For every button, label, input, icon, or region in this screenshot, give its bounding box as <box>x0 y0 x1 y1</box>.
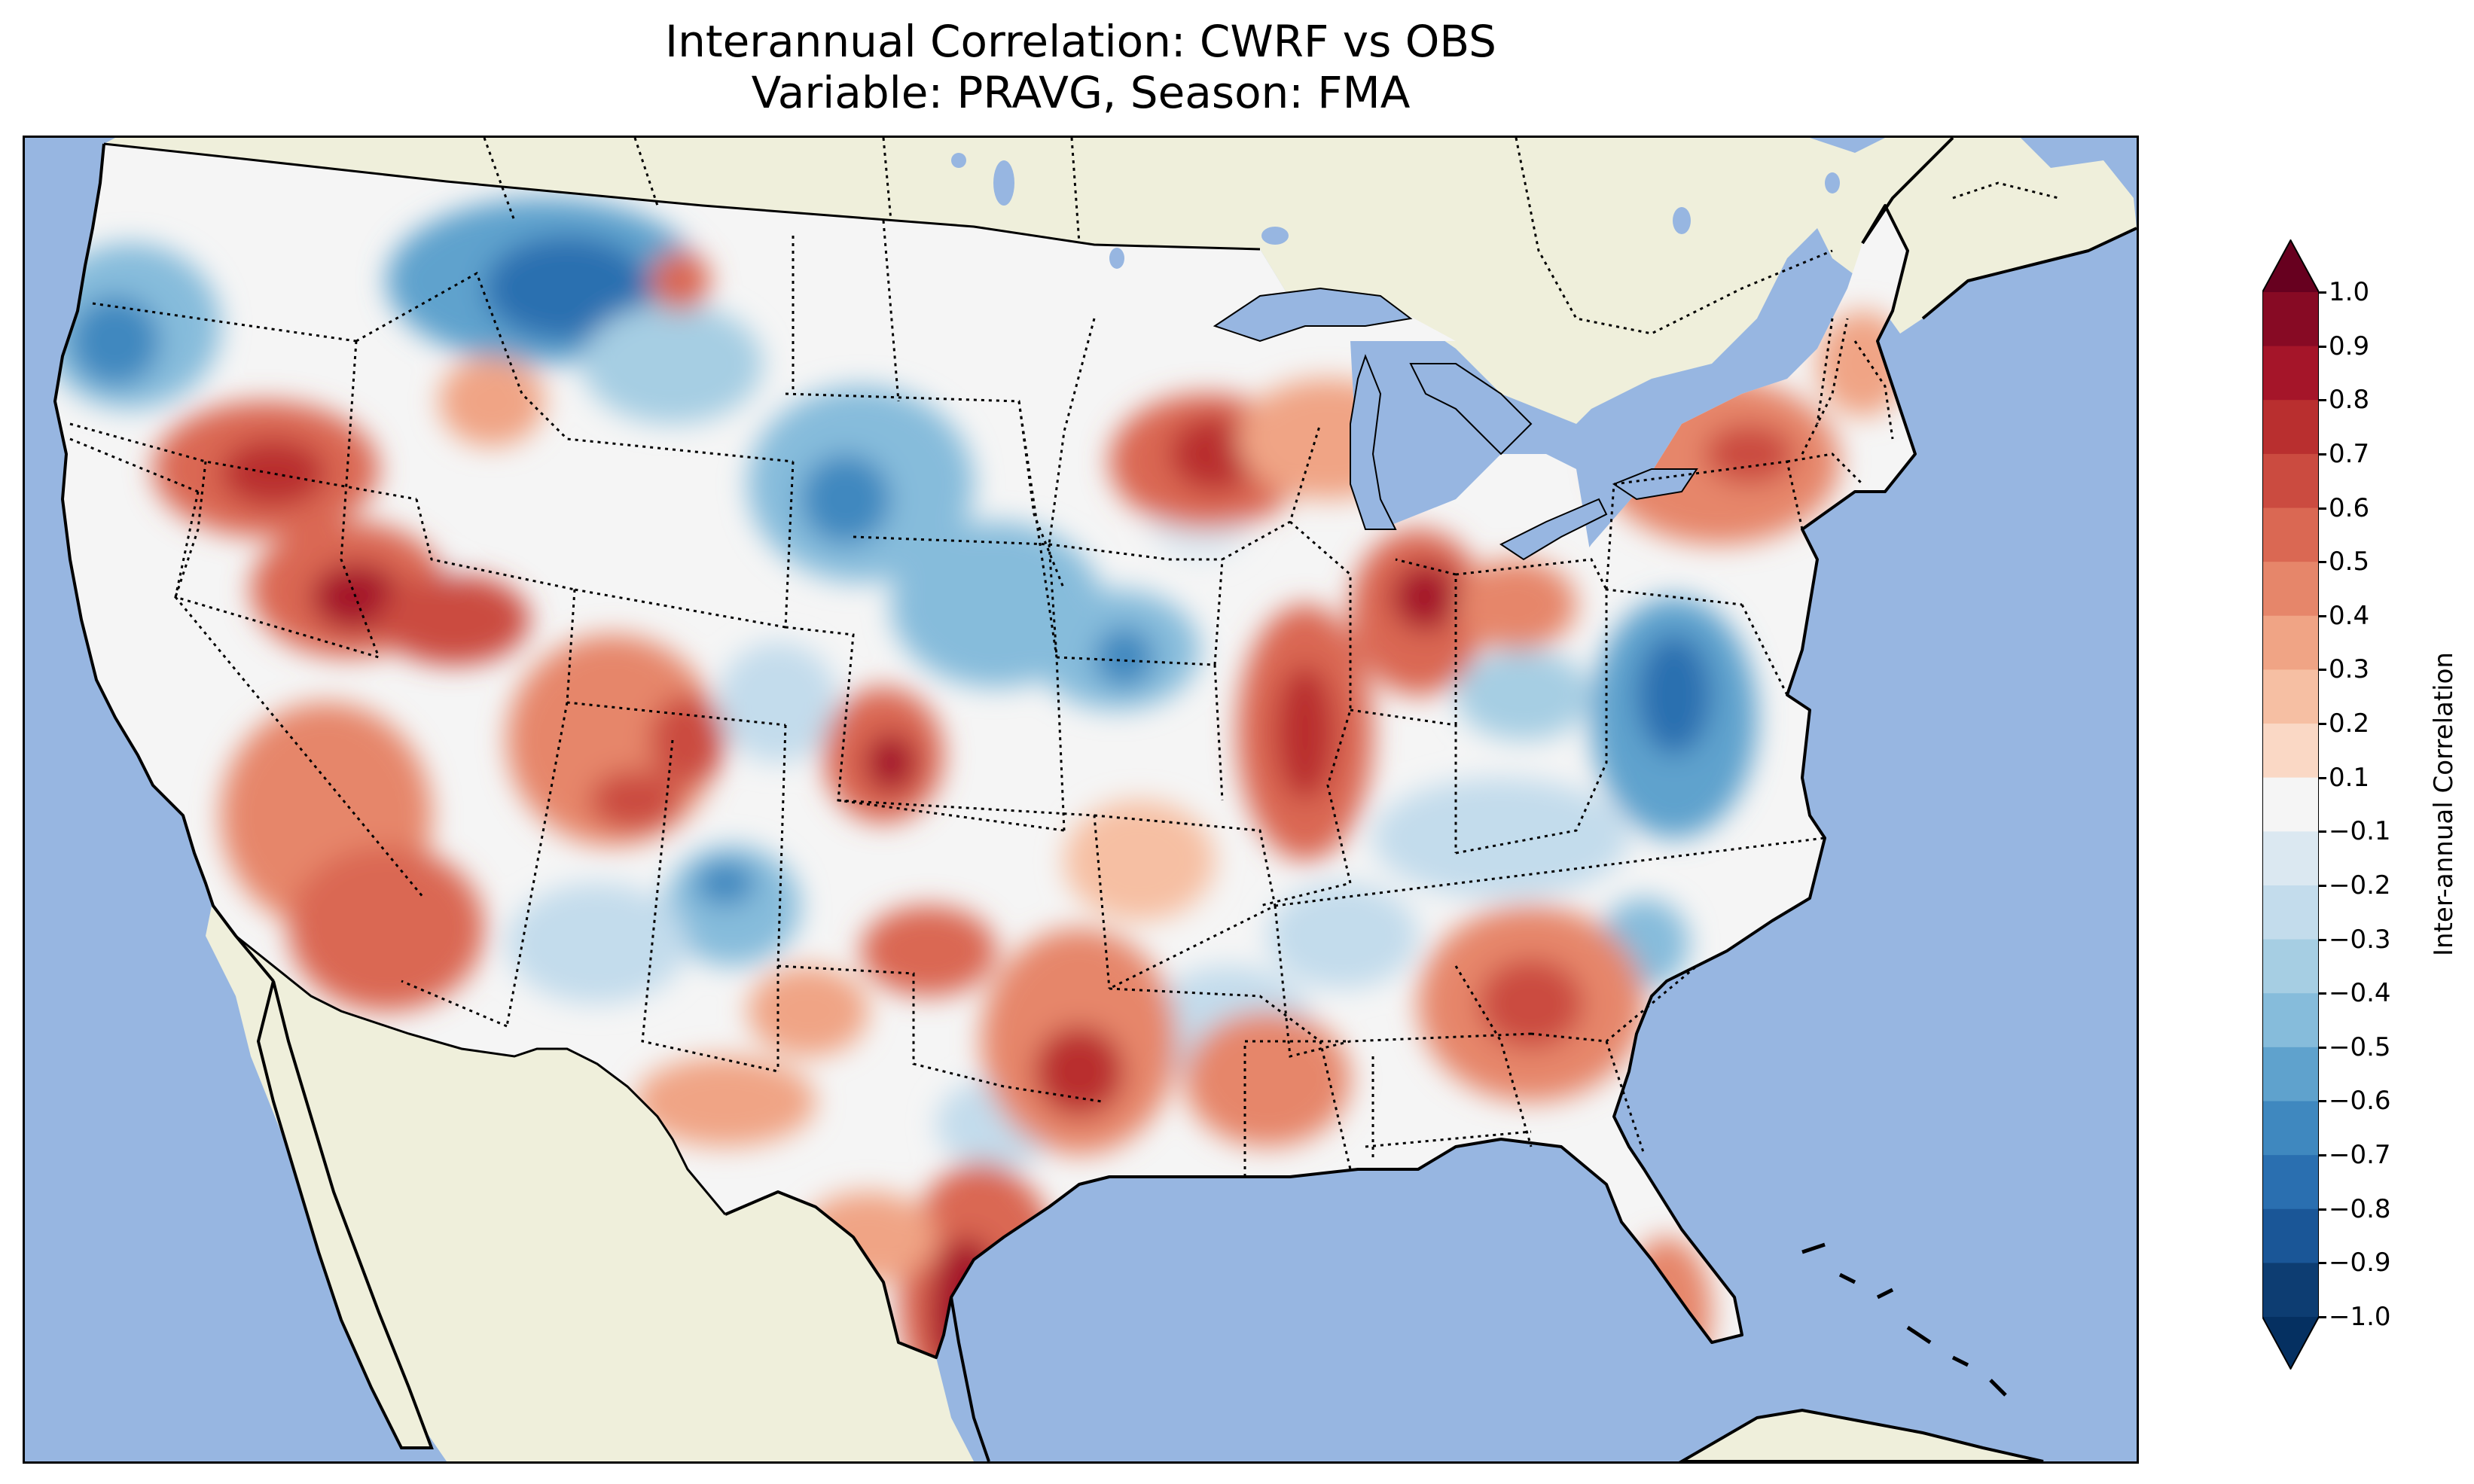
mexico-land <box>206 898 974 1461</box>
colorbar-tick-label: −0.1 <box>2329 816 2391 847</box>
colorbar-extend-min <box>2262 1317 2319 1370</box>
colorbar-tick-mark <box>2319 992 2326 995</box>
colorbar-tick-label: 0.6 <box>2329 492 2370 523</box>
colorbar-tick-label: −0.7 <box>2329 1140 2391 1171</box>
colorbar-tick-label: −0.8 <box>2329 1193 2391 1224</box>
colorbar-tick-mark <box>2319 614 2326 617</box>
colorbar-tick-mark <box>2319 291 2326 294</box>
bahamas-islands <box>1801 1242 2007 1397</box>
colorbar-segment <box>2262 346 2319 401</box>
colorbar-segment <box>2262 1101 2319 1156</box>
colorbar-extend-max <box>2262 239 2319 292</box>
colorbar-segment <box>2262 885 2319 940</box>
colorbar-tick-mark <box>2319 1208 2326 1211</box>
colorbar-segment <box>2262 562 2319 617</box>
canada-land <box>104 138 2137 424</box>
colorbar-tick-label: 0.5 <box>2329 547 2370 577</box>
colorbar-tick-label: 0.7 <box>2329 438 2370 469</box>
colorbar-tick-mark <box>2319 561 2326 564</box>
colorbar-tick-mark <box>2319 1046 2326 1049</box>
colorbar-tick-mark <box>2319 938 2326 941</box>
colorbar-tick-label: −0.2 <box>2329 870 2391 900</box>
colorbar-tick-mark <box>2319 1262 2326 1265</box>
colorbar-segment <box>2262 939 2319 995</box>
colorbar-segment <box>2262 993 2319 1048</box>
lake-michigan <box>1350 354 1397 530</box>
great-lakes <box>1213 287 1698 561</box>
colorbar-tick-label: 0.1 <box>2329 762 2370 793</box>
colorbar-label: Inter-annual Correlation <box>2429 652 2459 956</box>
colorbar-tick-label: 0.2 <box>2329 708 2370 739</box>
colorbar-tick-mark <box>2319 1154 2326 1157</box>
colorbar-tick-label: 0.8 <box>2329 385 2370 416</box>
colorbar-segment <box>2262 831 2319 886</box>
map-canvas <box>25 138 2137 1461</box>
colorbar-segment <box>2262 453 2319 509</box>
colorbar-tick-label: −0.4 <box>2329 978 2391 1009</box>
colorbar-tick-mark <box>2319 776 2326 779</box>
colorbar-tick-mark <box>2319 723 2326 726</box>
colorbar-segment <box>2262 777 2319 833</box>
plot-title-line1: Interannual Correlation: CWRF vs OBS <box>664 16 1496 67</box>
province-borders <box>483 138 2059 335</box>
colorbar-tick-mark <box>2319 669 2326 672</box>
colorbar-tick-label: 0.3 <box>2329 654 2370 685</box>
colorbar-tick-label: −0.9 <box>2329 1248 2391 1278</box>
colorbar-segment <box>2262 507 2319 562</box>
colorbar-tick-label: 1.0 <box>2329 277 2370 307</box>
colorbar-tick-mark <box>2319 1316 2326 1318</box>
lake-superior <box>1213 287 1413 343</box>
state-borders <box>69 220 1894 1177</box>
map-panel <box>23 136 2139 1464</box>
colorbar-tick-mark <box>2319 884 2326 887</box>
country-borders <box>103 142 1261 1215</box>
colorbar-segment <box>2262 615 2319 671</box>
plot-title-line2: Variable: PRAVG, Season: FMA <box>751 67 1411 118</box>
baja-california <box>256 980 434 1449</box>
colorbar-tick-mark <box>2319 1100 2326 1103</box>
colorbar <box>2262 239 2319 1370</box>
colorbar-tick-mark <box>2319 453 2326 456</box>
colorbar-tick-label: −0.6 <box>2329 1086 2391 1117</box>
colorbar-tick-mark <box>2319 345 2326 348</box>
coastlines <box>53 138 2137 1461</box>
canada-lakes <box>951 153 1840 269</box>
colorbar-segment <box>2262 292 2319 347</box>
colorbar-segment <box>2262 724 2319 779</box>
colorbar-tick-mark <box>2319 399 2326 402</box>
colorbar-tick-label: −0.5 <box>2329 1031 2391 1062</box>
colorbar-segment <box>2262 400 2319 455</box>
colorbar-segment <box>2262 1047 2319 1102</box>
lake-huron <box>1409 363 1533 456</box>
colorbar-tick-label: −0.3 <box>2329 924 2391 955</box>
colorbar-segment <box>2262 1208 2319 1264</box>
lake-erie <box>1499 498 1608 561</box>
colorbar-segment <box>2262 1263 2319 1318</box>
colorbar-segment <box>2262 669 2319 724</box>
cuba <box>1679 1408 2044 1461</box>
colorbar-tick-mark <box>2319 507 2326 510</box>
colorbar-segment <box>2262 1155 2319 1210</box>
colorbar-tick-label: −1.0 <box>2329 1302 2391 1332</box>
colorbar-tick-label: 0.4 <box>2329 600 2370 631</box>
colorbar-tick-label: 0.9 <box>2329 331 2370 361</box>
colorbar-tick-mark <box>2319 830 2326 833</box>
